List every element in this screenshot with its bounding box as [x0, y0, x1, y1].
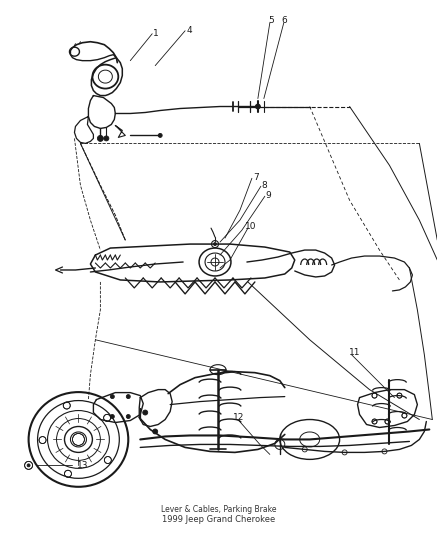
Circle shape — [126, 415, 130, 418]
Circle shape — [110, 415, 114, 418]
Text: 4: 4 — [186, 26, 192, 35]
Text: 8: 8 — [262, 181, 268, 190]
Text: 6: 6 — [282, 17, 288, 25]
Text: 9: 9 — [266, 191, 272, 200]
Circle shape — [158, 133, 162, 138]
Text: 13: 13 — [77, 461, 88, 470]
Circle shape — [153, 429, 158, 434]
Text: Lever & Cables, Parking Brake: Lever & Cables, Parking Brake — [161, 505, 277, 514]
Circle shape — [213, 243, 216, 246]
Text: 5: 5 — [268, 17, 274, 25]
Circle shape — [27, 464, 30, 467]
Circle shape — [255, 104, 260, 109]
Circle shape — [143, 410, 148, 415]
Text: 10: 10 — [245, 222, 256, 231]
Circle shape — [110, 394, 114, 399]
Circle shape — [97, 135, 103, 141]
Circle shape — [104, 136, 109, 141]
Text: 12: 12 — [233, 413, 244, 422]
Text: 1999 Jeep Grand Cherokee: 1999 Jeep Grand Cherokee — [162, 515, 276, 524]
Text: 1: 1 — [153, 29, 159, 38]
Circle shape — [126, 394, 130, 399]
Text: 11: 11 — [349, 348, 360, 357]
Text: 7: 7 — [253, 173, 259, 182]
